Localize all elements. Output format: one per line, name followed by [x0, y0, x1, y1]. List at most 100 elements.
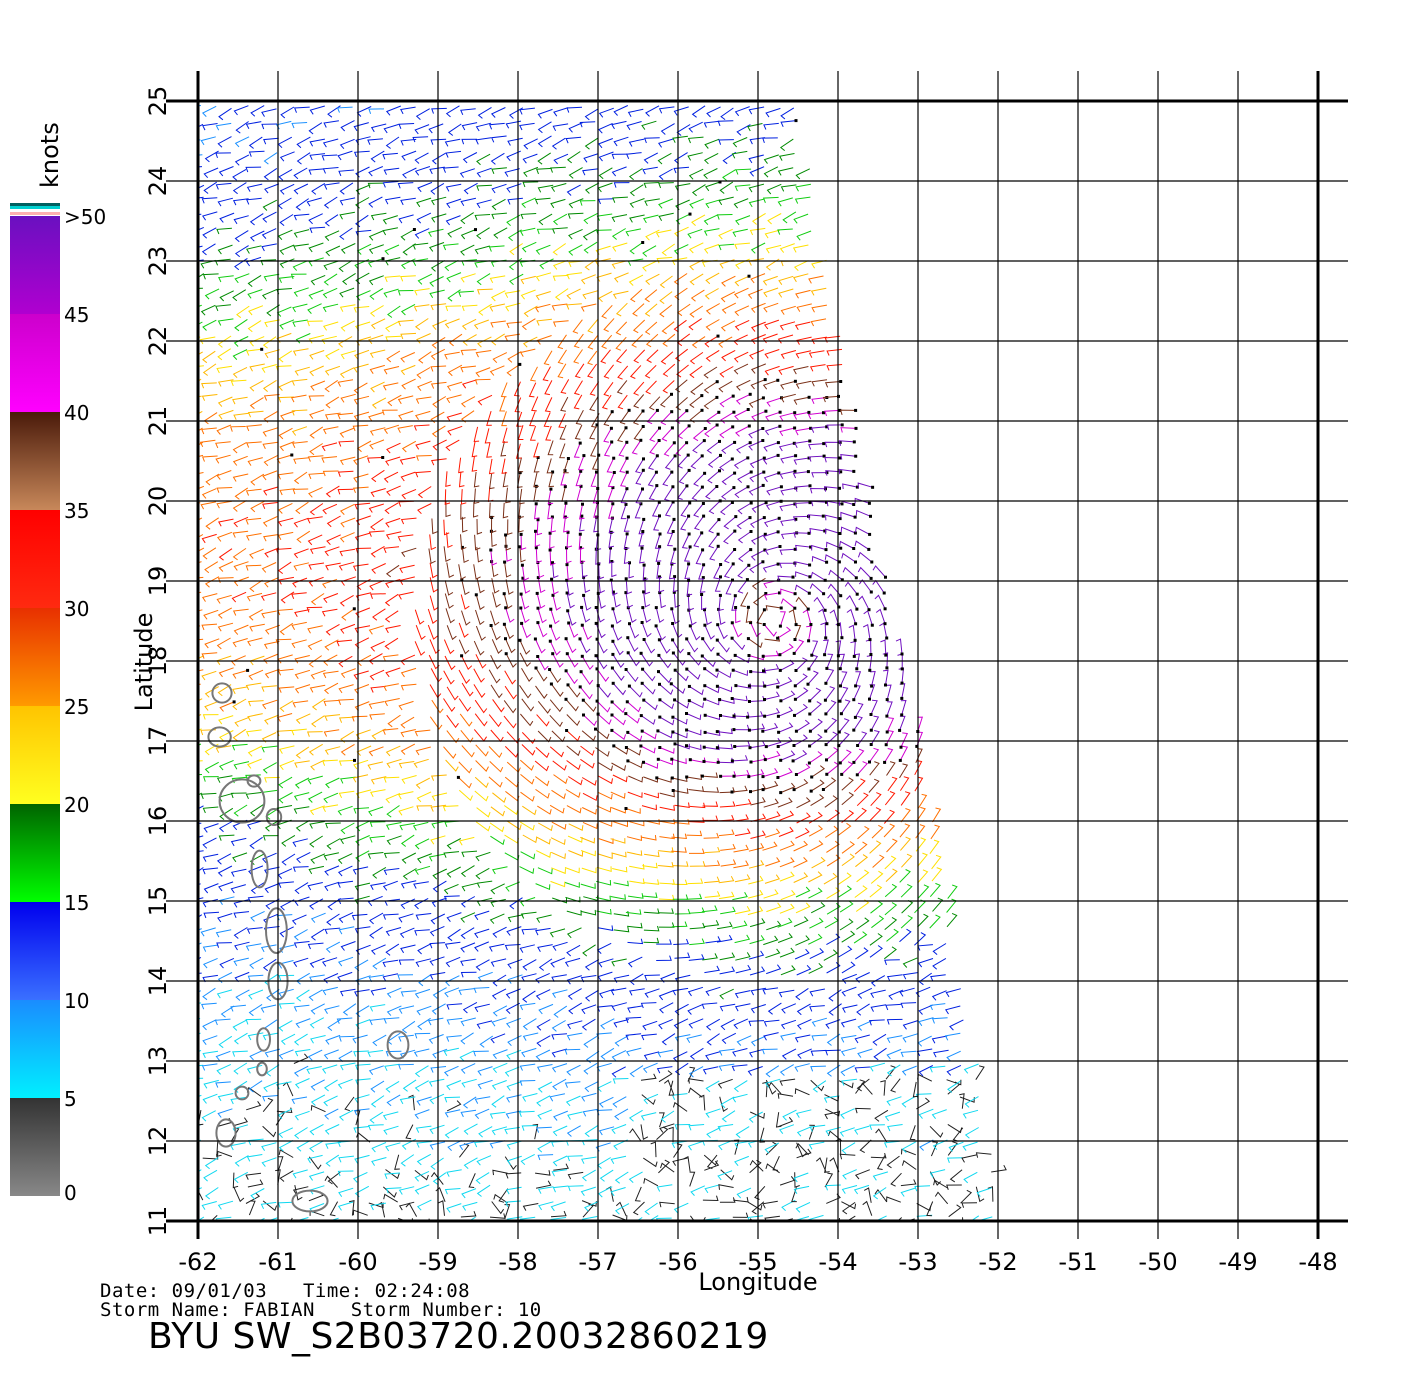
wind-barb [231, 591, 247, 603]
wind-barb [338, 336, 353, 348]
wind-barb [565, 1095, 581, 1107]
wind-barb [589, 381, 600, 396]
rain-flag-dot [838, 761, 842, 765]
wind-barb [901, 1148, 916, 1156]
wind-barb [417, 181, 433, 193]
wind-barb [385, 1169, 400, 1180]
wind-barb [232, 547, 247, 561]
wind-barb [490, 152, 505, 165]
wind-barb [369, 912, 384, 925]
wind-barb [862, 623, 871, 640]
wind-barb [384, 898, 401, 906]
wind-barb [217, 396, 233, 407]
wind-barb [596, 1157, 611, 1169]
wind-barb [722, 169, 737, 181]
wind-barb [658, 861, 674, 868]
wind-barb [446, 1100, 462, 1112]
wind-barb [900, 883, 913, 898]
rain-flag-dot [840, 772, 844, 776]
wind-barb [734, 409, 749, 421]
wind-barb [398, 1005, 415, 1014]
wind-barb [749, 681, 766, 687]
wind-barb [795, 544, 811, 551]
rain-flag-dot [749, 790, 752, 794]
rain-flag-dot [749, 760, 753, 764]
wind-barb [613, 880, 629, 887]
wind-barb [734, 486, 749, 499]
wind-barb [405, 1124, 414, 1140]
wind-barb [215, 152, 231, 159]
wind-barb [447, 226, 462, 238]
wind-barb [310, 1035, 326, 1044]
wind-barb [308, 213, 323, 225]
wind-barb [658, 576, 665, 593]
rain-flag-dot [521, 576, 525, 580]
wind-barb [633, 349, 646, 364]
wind-barb [321, 335, 337, 345]
wind-barb [890, 1078, 901, 1093]
wind-barb [461, 138, 478, 145]
wind-barb [687, 986, 704, 997]
rain-flag-dot [609, 578, 613, 582]
wind-barb [567, 988, 582, 1000]
wind-barb [584, 258, 598, 271]
wind-barb [509, 243, 523, 256]
wind-barb [551, 821, 567, 830]
wind-barb [339, 182, 354, 195]
wind-barb [198, 1077, 204, 1079]
wind-barb [216, 853, 232, 865]
rain-flag-dot [625, 456, 629, 460]
wind-barb [263, 273, 280, 282]
wind-barb [413, 881, 429, 889]
wind-barb [566, 1032, 583, 1041]
rain-flag-dot [701, 502, 705, 505]
wind-barb [750, 302, 766, 313]
colorbar-label: 45 [64, 303, 89, 327]
wind-barb [640, 745, 656, 754]
rain-flag-dot [566, 457, 570, 460]
wind-barb [613, 1019, 629, 1028]
wind-barb [506, 321, 522, 329]
wind-barb [842, 566, 857, 579]
rain-flag-dot [717, 410, 721, 414]
wind-barb [838, 731, 850, 746]
wind-barb [856, 1078, 870, 1092]
wind-barb [658, 671, 672, 684]
wind-barb [612, 682, 627, 696]
rain-flag-dot [625, 440, 629, 444]
wind-barb [733, 287, 749, 299]
wind-barb [491, 333, 505, 346]
wind-barb [337, 897, 354, 905]
wind-barb [635, 1217, 643, 1221]
wind-barb [991, 1164, 1007, 1173]
wind-barb [501, 458, 508, 474]
wind-barb [916, 806, 926, 822]
wind-barb [383, 471, 399, 483]
wind-barb [717, 624, 728, 640]
rain-flag-dot [794, 623, 798, 627]
wind-barb [748, 154, 764, 164]
wind-barb [732, 755, 749, 762]
wind-barb [874, 1215, 887, 1221]
wind-barb [324, 1108, 339, 1120]
colorbar-top-stripe [10, 206, 60, 209]
rain-flag-dot [642, 590, 646, 594]
wind-barb [529, 366, 538, 382]
wind-barb [370, 1080, 385, 1093]
wind-barb [309, 898, 324, 910]
wind-barb [309, 957, 325, 968]
wind-barb [382, 152, 398, 160]
wind-barb [645, 229, 660, 241]
wind-barb [735, 425, 750, 437]
wind-barb [506, 363, 521, 377]
wind-barb [248, 136, 263, 149]
rain-flag-dot [731, 562, 735, 566]
wind-barb [338, 1035, 355, 1042]
wind-barb [780, 690, 796, 702]
wind-barb [398, 1034, 414, 1042]
wind-barb [809, 917, 824, 929]
rain-flag-dot [700, 593, 704, 596]
rain-flag-dot [747, 775, 751, 779]
wind-barb [734, 242, 750, 250]
